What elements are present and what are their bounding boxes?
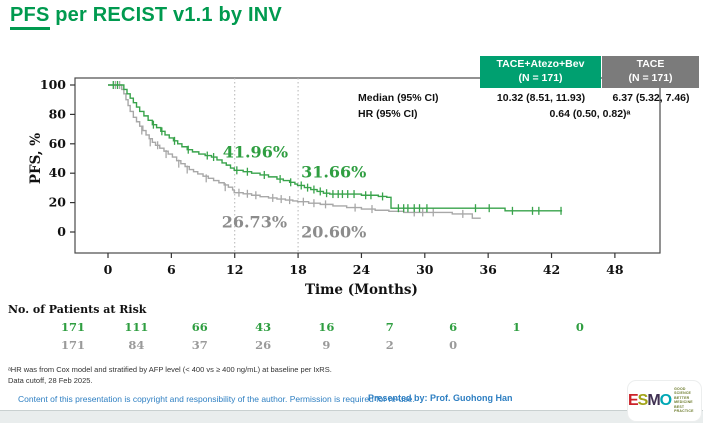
x-tick-label: 0	[104, 262, 113, 277]
esmo-logo-letters: ESMO	[628, 392, 672, 409]
arm-n: (N = 171)	[628, 71, 673, 84]
x-tick-label: 30	[416, 262, 434, 277]
y-tick-label: 40	[49, 165, 67, 180]
risk-count: 2	[385, 338, 394, 352]
risk-count: 171	[60, 338, 86, 352]
risk-count: 171	[60, 320, 86, 334]
risk-count: 111	[124, 320, 149, 334]
table-header-tace: TACE (N = 171)	[602, 56, 699, 89]
esmo-logo-tagline: GOOD SCIENCE BETTER MEDICINE BEST PRACTICE	[674, 388, 701, 413]
esmo-letter: E	[628, 392, 639, 409]
hr-value: 0.64 (0.50, 0.82)ᵃ	[549, 108, 631, 121]
risk-count: 84	[128, 338, 145, 352]
esmo-letter: S	[637, 392, 649, 409]
risk-count: 7	[385, 320, 394, 334]
presented-by-text: Presented by: Prof. Guohong Han	[368, 393, 513, 403]
y-tick-label: 20	[49, 195, 67, 210]
risk-count: 9	[322, 338, 331, 352]
risk-count: 0	[449, 338, 458, 352]
esmo-tagline-line: BEST PRACTICE	[674, 404, 694, 413]
y-axis-title: PFS, %	[28, 133, 44, 184]
footnote-cutoff: Data cutoff, 28 Feb 2025.	[8, 375, 93, 385]
esmo-logo: ESMO GOOD SCIENCE BETTER MEDICINE BEST PRA…	[627, 380, 702, 422]
landmark-label: 41.96%	[223, 142, 288, 161]
x-tick-label: 42	[543, 262, 560, 277]
esmo-tagline-line: GOOD SCIENCE	[674, 387, 692, 396]
risk-count: 37	[191, 338, 208, 352]
table-header-atezo: TACE+Atezo+Bev (N = 171)	[480, 56, 601, 89]
arm-name: TACE+Atezo+Bev	[496, 58, 585, 70]
landmark-label: 20.60%	[301, 223, 366, 242]
esmo-tagline-line: BETTER MEDICINE	[674, 396, 693, 404]
risk-table-title: No. of Patients at Risk	[8, 303, 147, 316]
risk-count: 16	[318, 320, 335, 334]
title-highlight: PFS	[10, 4, 50, 30]
risk-count: 1	[512, 320, 521, 334]
esmo-letter: O	[659, 392, 672, 409]
risk-count: 0	[575, 320, 584, 334]
risk-count: 66	[191, 320, 208, 334]
x-axis-title: Time (Months)	[305, 282, 418, 298]
risk-count: 26	[255, 338, 272, 352]
landmark-label: 26.73%	[222, 213, 287, 232]
arm-n: (N = 171)	[518, 71, 563, 84]
y-tick-label: 60	[49, 136, 67, 151]
outcome-table: TACE+Atezo+Bev (N = 171) TACE (N = 171) …	[358, 56, 700, 122]
km-curve-tace	[108, 84, 481, 219]
footnote-hr: ᵃHR was from Cox model and stratified by…	[8, 365, 332, 374]
y-tick-label: 100	[40, 77, 66, 92]
x-tick-label: 48	[606, 262, 624, 277]
copyright-text: Content of this presentation is copyrigh…	[18, 394, 415, 404]
x-tick-label: 36	[479, 262, 497, 277]
median-value-atezo: 10.32 (8.51, 11.93)	[496, 92, 586, 105]
footnotes: ᵃHR was from Cox model and stratified by…	[8, 365, 332, 386]
landmark-label: 31.66%	[301, 162, 366, 181]
x-tick-label: 6	[167, 262, 176, 277]
km-curve-tace-atezo-bev	[108, 84, 563, 212]
arm-name: TACE	[636, 58, 665, 70]
risk-count: 43	[255, 320, 272, 334]
footer-strip	[0, 410, 703, 423]
x-tick-label: 18	[289, 262, 307, 277]
title-rest: per RECIST v1.1 by INV	[49, 4, 282, 26]
hr-row-label: HR (95% CI)	[358, 108, 418, 121]
median-value-tace: 6.37 (5.32, 7.46)	[612, 92, 690, 105]
esmo-letter: M	[647, 392, 660, 409]
median-row-label: Median (95% CI)	[358, 92, 439, 105]
risk-count: 6	[449, 320, 458, 334]
km-plot: 0 20 40 60 80 100 0 6 12 18 24 30 36 42 48 Time (Months…	[28, 77, 661, 298]
y-tick-label: 80	[49, 106, 67, 121]
y-tick-label: 0	[57, 224, 66, 239]
x-tick-label: 24	[353, 262, 371, 277]
risk-table: 171 111 66 43 16 7 6 1 0 171 84 37 26 9 2 0	[0, 320, 703, 360]
plot-frame	[74, 77, 661, 254]
page-title: PFS per RECIST v1.1 by INV	[10, 4, 282, 30]
x-tick-label: 12	[226, 262, 243, 277]
